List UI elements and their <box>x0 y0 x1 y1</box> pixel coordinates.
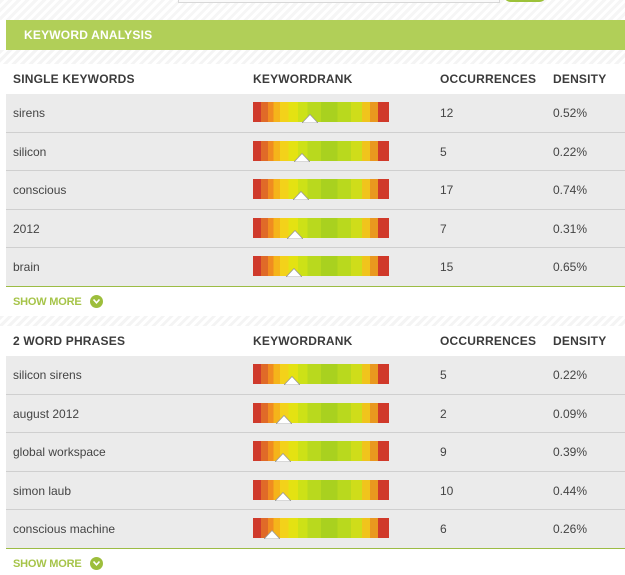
show-more-label[interactable]: SHOW MORE <box>13 295 82 308</box>
occurrences-cell: 10 <box>440 483 454 498</box>
section-stripe-gap <box>0 316 625 326</box>
keyword-cell: brain <box>13 260 40 275</box>
table-row: simon laub 10 0.44% <box>6 471 625 511</box>
rank-marker-icon <box>293 152 310 162</box>
table-row: global workspace 9 0.39% <box>6 433 625 472</box>
density-cell: 0.22% <box>553 144 588 159</box>
keywordrank-bar <box>253 140 389 162</box>
keyword-cell: august 2012 <box>13 406 80 421</box>
rank-marker-icon <box>276 414 293 424</box>
rank-marker-icon <box>264 530 281 540</box>
table-row: sirens 12 0.52% <box>6 94 625 133</box>
occurrences-cell: 7 <box>440 221 447 236</box>
keyword-cell: sirens <box>13 106 46 120</box>
keyword-cell: 2012 <box>13 221 40 236</box>
top-go-button-edge[interactable] <box>503 0 547 2</box>
column-header-phrase: 2 WORD PHRASES <box>13 334 126 348</box>
keyword-cell: silicon <box>13 144 47 159</box>
keywordrank-bar <box>253 518 389 540</box>
column-header-occurrences: OCCURRENCES <box>440 334 537 348</box>
keywordrank-bar <box>253 217 389 239</box>
density-cell: 0.26% <box>553 522 588 537</box>
section-header-keyword-analysis: KEYWORD ANALYSIS <box>6 20 625 50</box>
single-keywords-section: SINGLE KEYWORDS KEYWORDRANK OCCURRENCES … <box>6 64 625 317</box>
column-header-keyword: SINGLE KEYWORDS <box>13 72 135 86</box>
chevron-down-icon[interactable] <box>90 556 103 570</box>
chevron-down-icon[interactable] <box>90 294 103 308</box>
rank-marker-icon <box>302 114 319 123</box>
table-header: SINGLE KEYWORDS KEYWORDRANK OCCURRENCES … <box>6 64 625 94</box>
keywordrank-bar <box>253 102 389 123</box>
table-row: conscious 17 0.74% <box>6 171 625 210</box>
keyword-cell: global workspace <box>13 445 106 460</box>
column-header-keywordrank: KEYWORDRANK <box>253 72 353 86</box>
show-more-label[interactable]: SHOW MORE <box>13 557 82 570</box>
rank-marker-icon <box>284 376 301 385</box>
header-stripe-gap <box>0 50 625 64</box>
occurrences-cell: 5 <box>440 144 447 159</box>
density-cell: 0.31% <box>553 221 588 236</box>
occurrences-cell: 9 <box>440 445 447 460</box>
occurrences-cell: 6 <box>440 522 447 537</box>
show-more-button[interactable]: SHOW MORE <box>6 548 625 575</box>
table-header: 2 WORD PHRASES KEYWORDRANK OCCURRENCES D… <box>6 326 625 356</box>
occurrences-cell: 2 <box>440 406 447 421</box>
occurrences-cell: 15 <box>440 260 454 275</box>
keywordrank-bar <box>253 364 389 385</box>
two-word-phrases-section: 2 WORD PHRASES KEYWORDRANK OCCURRENCES D… <box>6 326 625 575</box>
table-row: august 2012 2 0.09% <box>6 394 625 434</box>
rank-marker-icon <box>285 268 302 278</box>
density-cell: 0.44% <box>553 483 588 498</box>
keyword-cell: conscious <box>13 183 67 198</box>
top-search-box-edge[interactable] <box>178 0 500 3</box>
column-header-occurrences: OCCURRENCES <box>440 72 537 86</box>
keyword-cell: silicon sirens <box>13 368 82 382</box>
column-header-keywordrank: KEYWORDRANK <box>253 334 353 348</box>
keyword-cell: conscious machine <box>13 522 116 537</box>
density-cell: 0.74% <box>553 183 588 198</box>
table-row: brain 15 0.65% <box>6 248 625 287</box>
keywordrank-bar <box>253 402 389 424</box>
column-header-density: DENSITY <box>553 334 607 348</box>
occurrences-cell: 5 <box>440 368 447 382</box>
show-more-button[interactable]: SHOW MORE <box>6 286 625 317</box>
rank-marker-icon <box>292 191 309 201</box>
keywordrank-bar <box>253 179 389 201</box>
density-cell: 0.65% <box>553 260 588 275</box>
keyword-cell: simon laub <box>13 483 72 498</box>
table-row: silicon 5 0.22% <box>6 132 625 172</box>
density-cell: 0.09% <box>553 406 588 421</box>
keywordrank-bar <box>253 441 389 463</box>
rank-marker-icon <box>274 491 291 501</box>
rank-marker-icon <box>287 229 304 239</box>
occurrences-cell: 12 <box>440 106 454 120</box>
top-stripe-background <box>0 0 625 20</box>
density-cell: 0.52% <box>553 106 588 120</box>
keywordrank-bar <box>253 479 389 501</box>
density-cell: 0.22% <box>553 368 588 382</box>
density-cell: 0.39% <box>553 445 588 460</box>
table-row: conscious machine 6 0.26% <box>6 510 625 549</box>
rank-marker-icon <box>274 453 291 463</box>
table-body: sirens 12 0.52% silicon 5 0.22% consciou… <box>6 94 625 287</box>
table-row: silicon sirens 5 0.22% <box>6 356 625 395</box>
table-body: silicon sirens 5 0.22% august 2012 2 0.0… <box>6 356 625 549</box>
keywordrank-bar <box>253 256 389 278</box>
occurrences-cell: 17 <box>440 183 454 198</box>
table-row: 2012 7 0.31% <box>6 209 625 249</box>
column-header-density: DENSITY <box>553 72 607 86</box>
